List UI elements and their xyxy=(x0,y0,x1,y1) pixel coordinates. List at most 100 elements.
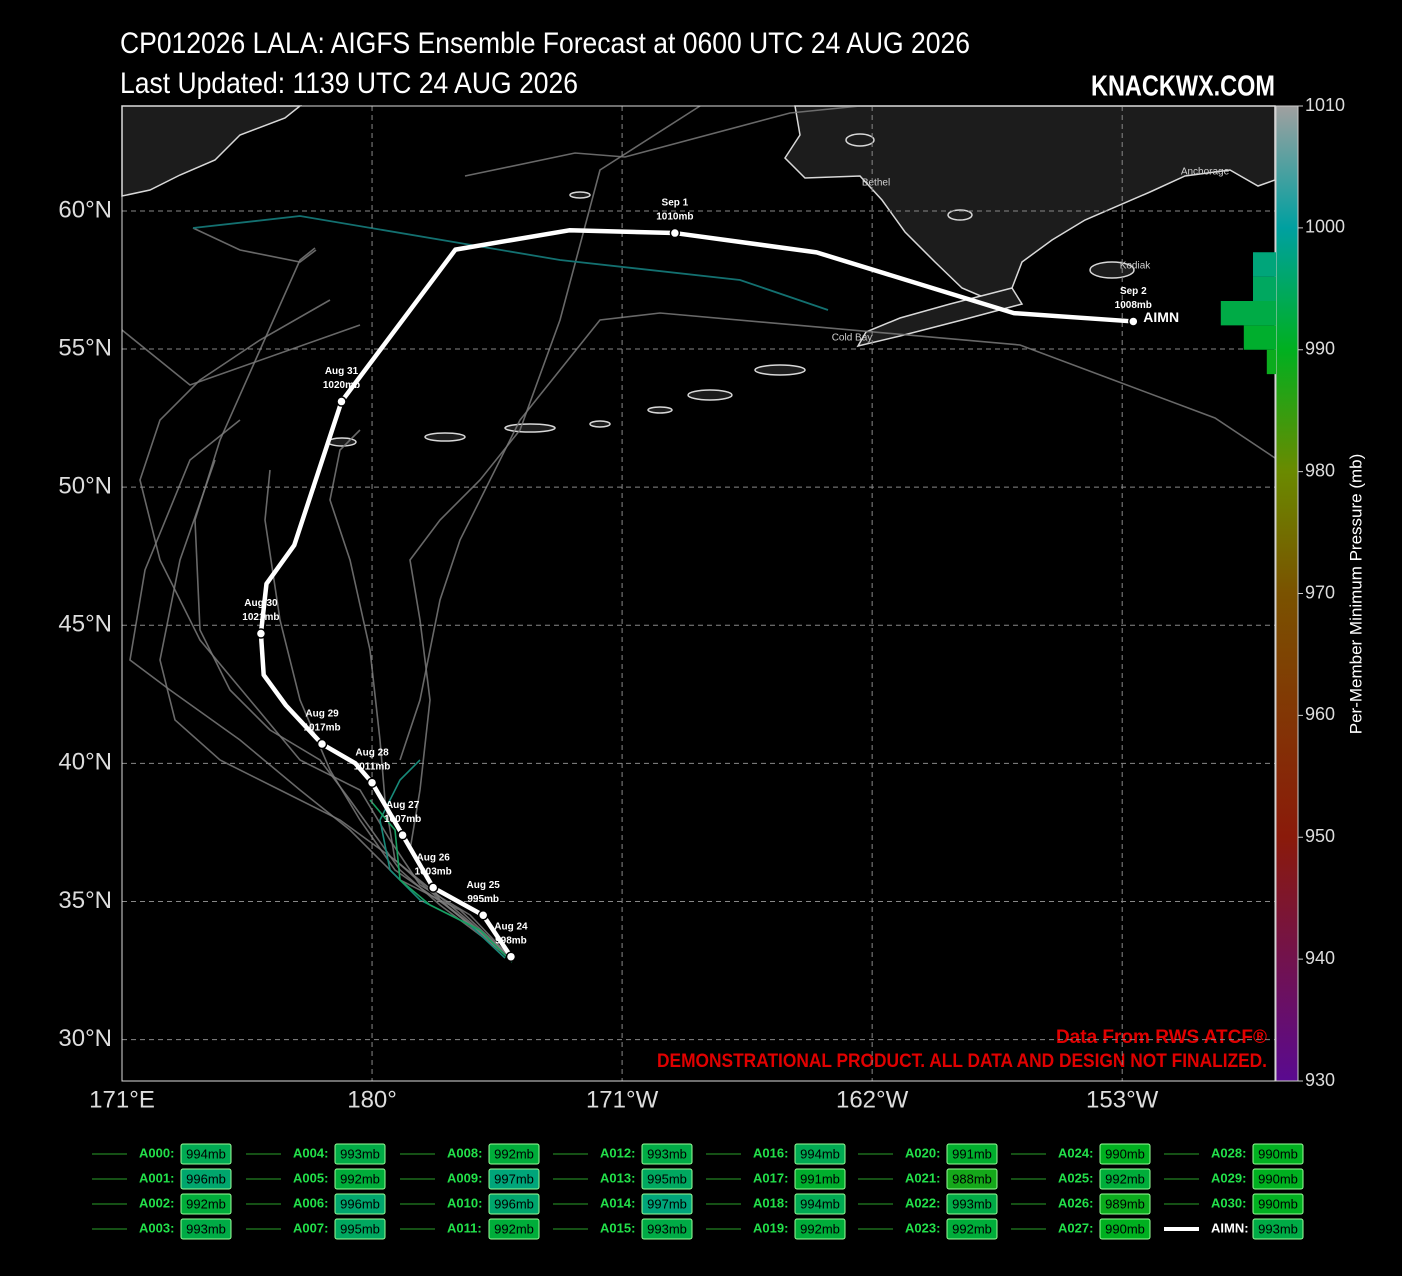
legend-pressure-box xyxy=(488,1193,540,1215)
ensemble-track xyxy=(329,429,506,953)
legend-name: A008: xyxy=(447,1145,482,1160)
legend-name: A016: xyxy=(753,1145,788,1160)
ensemble-tracks xyxy=(121,105,1276,963)
colorbar-tick-label: 980 xyxy=(1305,460,1335,480)
legend-name: A026: xyxy=(1058,1195,1093,1210)
ensemble-track xyxy=(192,227,317,263)
legend-pressure-box xyxy=(334,1143,386,1165)
track-pressure-label: 1003mb xyxy=(415,866,452,877)
legend-pressure-box xyxy=(180,1168,232,1190)
track-point xyxy=(669,227,681,239)
y-tick-label: 45°N xyxy=(58,611,112,638)
track-date-label: Aug 31 xyxy=(325,366,359,377)
track-point xyxy=(336,396,347,407)
legend-pressure-box xyxy=(946,1143,998,1165)
legend-name: A000: xyxy=(139,1145,174,1160)
island xyxy=(504,423,556,433)
legend-pressure-box xyxy=(1252,1168,1304,1190)
legend-pressure-box xyxy=(946,1168,998,1190)
legend-pressure: 990mb xyxy=(1105,1221,1145,1236)
legend-pressure-box xyxy=(334,1168,386,1190)
legend-pressure-box xyxy=(794,1143,846,1165)
ensemble-track xyxy=(194,247,501,951)
legend-pressure: 994mb xyxy=(800,1196,840,1211)
colorbar-tick-label: 970 xyxy=(1305,582,1335,602)
legend-name: A003: xyxy=(139,1220,174,1235)
colorbar-tick-label: 960 xyxy=(1305,704,1335,724)
legend-name: A005: xyxy=(293,1170,328,1185)
legend-name: A010: xyxy=(447,1195,482,1210)
colorbar-tick-label: 990 xyxy=(1305,339,1335,359)
legend-name: A023: xyxy=(905,1220,940,1235)
chart-subtitle: Last Updated: 1139 UTC 24 AUG 2026 xyxy=(120,67,578,100)
legend-pressure: 991mb xyxy=(952,1146,992,1161)
legend-name: A012: xyxy=(600,1145,635,1160)
track-pressure-label: 995mb xyxy=(467,894,499,905)
legend-pressure: 992mb xyxy=(494,1146,534,1161)
legend-name: A015: xyxy=(600,1220,635,1235)
y-tick-label: 50°N xyxy=(58,473,112,500)
legend-name: AIMN: xyxy=(1211,1220,1249,1235)
histogram-bar xyxy=(1220,301,1276,326)
legend-pressure-box xyxy=(180,1193,232,1215)
legend-pressure: 990mb xyxy=(1258,1171,1298,1186)
legend-pressure-box xyxy=(1099,1168,1151,1190)
track-date-label: Aug 30 xyxy=(244,598,278,609)
island xyxy=(424,432,466,442)
y-tick-label: 35°N xyxy=(58,887,112,914)
legend-name: A014: xyxy=(600,1195,635,1210)
y-tick-label: 40°N xyxy=(58,749,112,776)
legend-pressure: 990mb xyxy=(1258,1146,1298,1161)
track-pressure-label: 1020mb xyxy=(323,380,360,391)
legend-pressure-box xyxy=(794,1168,846,1190)
legend-name: A011: xyxy=(447,1220,482,1235)
site-label: KNACKWX.COM xyxy=(1091,71,1275,103)
track-point xyxy=(1128,316,1139,327)
legend-name: A006: xyxy=(293,1195,328,1210)
histogram-bar xyxy=(1253,276,1276,301)
legend-pressure-box xyxy=(1252,1193,1304,1215)
legend-pressure-box xyxy=(946,1218,998,1240)
legend-name: A009: xyxy=(447,1170,482,1185)
legend-name: A021: xyxy=(905,1170,940,1185)
note: DEMONSTRATIONAL PRODUCT. ALL DATA AND DE… xyxy=(657,1051,1267,1072)
ensemble-track xyxy=(159,459,509,956)
y-tick-label: 60°N xyxy=(58,196,112,223)
legend-pressure: 994mb xyxy=(800,1146,840,1161)
legend-pressure: 992mb xyxy=(800,1221,840,1236)
legend-pressure: 996mb xyxy=(186,1171,226,1186)
y-tick-label: 30°N xyxy=(58,1025,112,1052)
track-pressure-label: 1017mb xyxy=(303,723,340,734)
track-point xyxy=(505,951,517,962)
legend-name: A002: xyxy=(139,1195,174,1210)
legend-pressure-box xyxy=(1099,1193,1151,1215)
histogram-bar xyxy=(1266,349,1276,375)
colorbar-tick-label: 940 xyxy=(1305,948,1335,968)
legend-pressure-box xyxy=(334,1193,386,1215)
legend-pressure: 996mb xyxy=(494,1196,534,1211)
legend-pressure-box xyxy=(488,1143,540,1165)
legend-pressure-box xyxy=(641,1168,693,1190)
legend-pressure: 995mb xyxy=(340,1221,380,1236)
place-label: Kodiak xyxy=(1120,261,1152,272)
legend-pressure: 990mb xyxy=(1258,1196,1298,1211)
island xyxy=(845,133,875,147)
legend-pressure: 993mb xyxy=(340,1146,380,1161)
legend-name: A018: xyxy=(753,1195,788,1210)
legend-name: A013: xyxy=(600,1170,635,1185)
legend-name: A017: xyxy=(753,1170,788,1185)
colorbar-tick-label: 950 xyxy=(1305,826,1335,846)
ensemble-track xyxy=(129,419,512,959)
legend-name: A029: xyxy=(1211,1170,1246,1185)
legend-pressure: 993mb xyxy=(1258,1221,1298,1236)
legend-name: A024: xyxy=(1058,1145,1093,1160)
legend-pressure-box xyxy=(641,1218,693,1240)
track-point xyxy=(366,777,378,788)
track-point xyxy=(397,829,408,841)
island xyxy=(569,191,591,199)
legend-pressure: 993mb xyxy=(647,1146,687,1161)
legend-name: A022: xyxy=(905,1195,940,1210)
legend-pressure: 997mb xyxy=(494,1171,534,1186)
legend-pressure: 988mb xyxy=(952,1171,992,1186)
